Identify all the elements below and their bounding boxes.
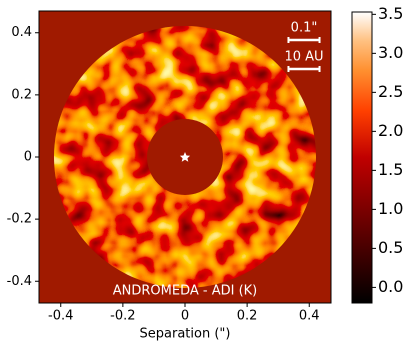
colorbar-tick-label: 1.5 bbox=[378, 160, 403, 179]
annotation: ANDROMEDA - ADI (K) bbox=[113, 284, 258, 299]
y-tick-label: -0.2 bbox=[7, 212, 32, 227]
x-tick-label: -0.2 bbox=[110, 309, 135, 324]
colorbar-tick-label: 3.0 bbox=[378, 43, 403, 62]
colorbar-tick-label: 3.5 bbox=[378, 4, 403, 23]
star-marker bbox=[179, 152, 191, 162]
scale-bar-label: 0.1" bbox=[291, 21, 318, 36]
x-axis-label: Separation (") bbox=[140, 327, 231, 342]
y-tick-label: -0.4 bbox=[7, 274, 32, 289]
y-tick-label: 0.4 bbox=[11, 25, 32, 40]
colorbar bbox=[351, 11, 373, 304]
image bbox=[39, 11, 331, 303]
y-tick-label: 0 bbox=[24, 150, 32, 165]
colorbar-tick-label: 0.5 bbox=[378, 238, 403, 257]
colorbar-tick-label: 0.0 bbox=[378, 277, 403, 296]
y-tick-label: 0.2 bbox=[11, 87, 32, 102]
x-tick-label: 0 bbox=[181, 309, 189, 324]
x-tick-label: 0.2 bbox=[237, 309, 258, 324]
colorbar-tick-label: 1.0 bbox=[378, 199, 403, 218]
scale-bar-label: 10 AU bbox=[284, 50, 323, 65]
x-tick-label: -0.4 bbox=[48, 309, 73, 324]
colorbar-tick-label: 2.0 bbox=[378, 121, 403, 140]
colorbar-tick-label: 2.5 bbox=[378, 82, 403, 101]
x-tick-label: 0.4 bbox=[299, 309, 320, 324]
